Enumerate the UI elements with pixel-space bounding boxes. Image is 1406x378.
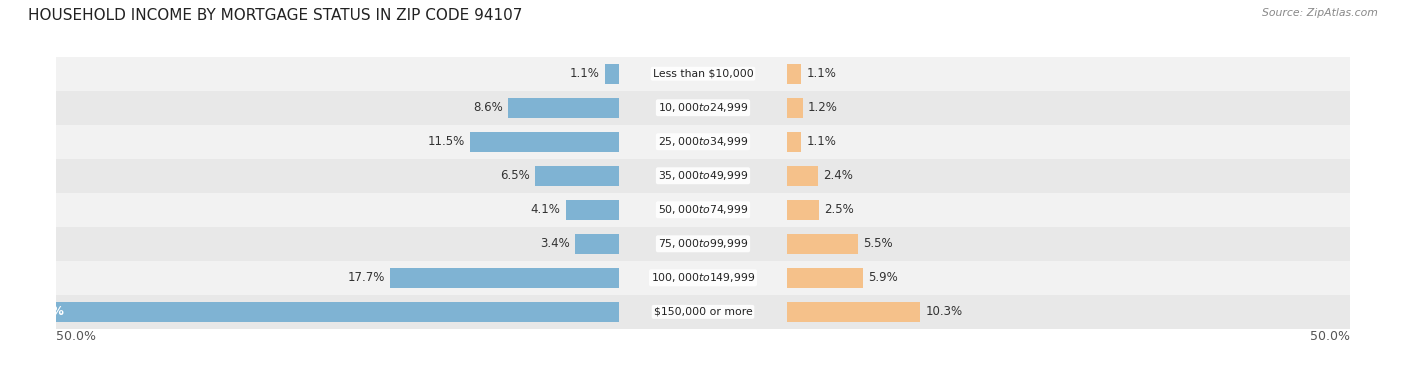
Bar	[787, 234, 858, 254]
Bar	[565, 200, 619, 220]
Bar	[787, 200, 820, 220]
Text: 1.1%: 1.1%	[807, 135, 837, 148]
Bar	[508, 98, 619, 118]
Text: 11.5%: 11.5%	[427, 135, 465, 148]
Text: 1.1%: 1.1%	[807, 67, 837, 80]
Bar	[56, 125, 1350, 159]
Text: $75,000 to $99,999: $75,000 to $99,999	[658, 237, 748, 250]
Text: $50,000 to $74,999: $50,000 to $74,999	[658, 203, 748, 216]
Text: $10,000 to $24,999: $10,000 to $24,999	[658, 101, 748, 114]
Bar	[787, 302, 921, 322]
Text: 10.3%: 10.3%	[925, 305, 963, 318]
Text: $25,000 to $34,999: $25,000 to $34,999	[658, 135, 748, 148]
Text: 1.2%: 1.2%	[808, 101, 838, 114]
Text: 5.5%: 5.5%	[863, 237, 893, 250]
Text: 5.9%: 5.9%	[869, 271, 898, 284]
Text: 1.1%: 1.1%	[569, 67, 599, 80]
Text: 6.5%: 6.5%	[501, 169, 530, 182]
Text: 4.1%: 4.1%	[531, 203, 561, 216]
Bar	[605, 64, 619, 84]
Text: $35,000 to $49,999: $35,000 to $49,999	[658, 169, 748, 182]
Bar	[56, 57, 1350, 91]
Bar	[56, 193, 1350, 227]
Text: 2.4%: 2.4%	[824, 169, 853, 182]
Text: $100,000 to $149,999: $100,000 to $149,999	[651, 271, 755, 284]
Text: 17.7%: 17.7%	[347, 271, 385, 284]
Bar	[56, 227, 1350, 261]
Bar	[470, 132, 619, 152]
Text: 50.0%: 50.0%	[56, 330, 96, 342]
Text: 50.0%: 50.0%	[1310, 330, 1350, 342]
Bar	[787, 64, 801, 84]
Bar	[534, 166, 619, 186]
Bar	[575, 234, 619, 254]
Bar	[787, 268, 863, 288]
Text: Source: ZipAtlas.com: Source: ZipAtlas.com	[1263, 8, 1378, 17]
Bar	[56, 91, 1350, 125]
Bar	[8, 302, 619, 322]
Text: $150,000 or more: $150,000 or more	[654, 307, 752, 317]
Text: HOUSEHOLD INCOME BY MORTGAGE STATUS IN ZIP CODE 94107: HOUSEHOLD INCOME BY MORTGAGE STATUS IN Z…	[28, 8, 523, 23]
Bar	[56, 159, 1350, 193]
Bar	[389, 268, 619, 288]
Legend: Without Mortgage, With Mortgage: Without Mortgage, With Mortgage	[557, 376, 849, 378]
Bar	[56, 295, 1350, 329]
Text: 3.4%: 3.4%	[540, 237, 569, 250]
Bar	[787, 98, 803, 118]
Text: 47.2%: 47.2%	[24, 305, 65, 318]
Text: 8.6%: 8.6%	[472, 101, 502, 114]
Bar	[787, 132, 801, 152]
Bar	[56, 261, 1350, 295]
Bar	[787, 166, 818, 186]
Text: Less than $10,000: Less than $10,000	[652, 69, 754, 79]
Text: 2.5%: 2.5%	[824, 203, 855, 216]
